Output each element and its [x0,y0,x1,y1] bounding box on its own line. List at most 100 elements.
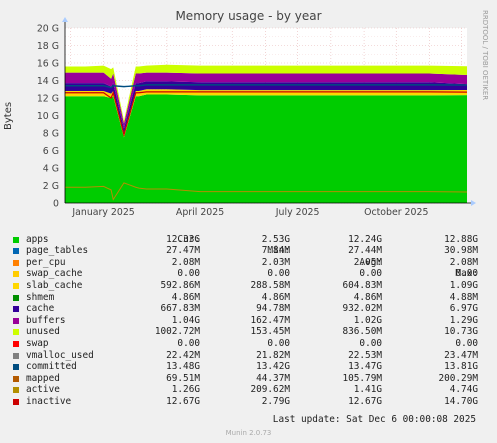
y-tick-label: 10 G [37,111,59,122]
legend-name: unused [26,326,60,338]
legend-name: buffers [26,314,66,326]
munin-version: Munin 2.0.73 [225,429,272,437]
y-tick-label: 14 G [37,76,59,87]
last-update: Last update: Sat Dec 6 00:00:08 2025 [272,414,476,425]
legend-name: slab_cache [26,279,83,291]
legend-min: 288.58M [250,279,290,291]
legend-min: 0.00 [267,268,290,280]
legend-name: shmem [26,291,55,303]
legend-avg: 12.67G [348,395,382,407]
y-tick-labels: 0 2 G 4 G 6 G 8 G 10 G 12 G 14 G 16 G 18 G 20 G [37,24,59,210]
legend-avg: 105.79M [342,372,382,384]
legend-cur: 592.86M [160,279,200,291]
legend-avg: 4.86M [353,291,382,303]
legend-name: inactive [26,395,72,407]
legend-max: 14.70G [444,395,478,407]
legend-swatch [13,259,19,266]
legend-max: 4.88M [449,291,478,303]
legend-max: 2.08M [449,256,478,268]
legend-min: 2.79G [261,395,290,407]
line-inactive [65,90,468,138]
col-avg-header: Avg: [359,256,382,268]
y-tick-label: 4 G [43,164,59,175]
legend-cur: 12.33G [166,233,200,245]
legend-row-mapped: mapped 69.51M 44.37M 105.79M 200.29M [12,373,490,385]
legend-swatch [13,398,19,405]
x-tick-labels: January 2025 April 2025 July 2025 October 2… [71,207,428,218]
col-min-header: Min: [267,245,290,257]
x-tick-label: October 2025 [364,207,428,218]
axes [62,17,476,206]
legend-max: 30.98M [444,245,478,257]
legend-max: 0.00 [455,268,478,280]
legend-max: 0.00 [455,337,478,349]
legend-name: active [26,384,60,396]
legend-swatch [13,294,19,301]
legend-min: 153.45M [250,326,290,338]
legend-max: 12.88G [444,233,478,245]
legend-avg: 22.53M [348,349,382,361]
legend-max: 10.73G [444,326,478,338]
legend-swatch [13,248,19,255]
area-unused [65,64,467,124]
legend-max: 4.74G [449,384,478,396]
legend-min: 44.37M [256,372,290,384]
legend-row-buffers: buffers 1.04G 162.47M 1.02G 1.29G [12,315,490,327]
legend-swatch [13,306,19,313]
legend-min: 4.86M [261,291,290,303]
legend-cur: 667.83M [160,303,200,315]
legend-min: 2.03M [261,256,290,268]
y-tick-label: 16 G [37,59,59,70]
legend-avg: 13.47G [348,361,382,373]
legend-max: 13.81G [444,361,478,373]
legend-name: per_cpu [26,256,66,268]
legend-row-active: active 1.26G 209.62M 1.41G 4.74G [12,384,490,396]
legend-min: 2.53G [261,233,290,245]
legend-avg: 0.00 [359,268,382,280]
legend-cur: 13.48G [166,361,200,373]
legend-max: 23.47M [444,349,478,361]
legend-cur: 22.42M [166,349,200,361]
x-tick-label: April 2025 [176,207,224,218]
legend-min: 21.82M [256,349,290,361]
legend-avg: 836.50M [342,326,382,338]
legend-avg: 12.24G [348,233,382,245]
legend-cur: 0.00 [177,268,200,280]
legend-name: page_tables [26,245,89,257]
y-tick-label: 2 G [43,181,59,192]
legend-cur: 69.51M [166,372,200,384]
legend-name: mapped [26,372,60,384]
legend-max: 1.09G [449,279,478,291]
legend-avg: 1.02G [353,314,382,326]
legend-max: 200.29M [438,372,478,384]
legend-cur: 1.04G [171,314,200,326]
legend-row-swap: swap 0.00 0.00 0.00 0.00 [12,338,490,350]
legend-avg: 604.83M [342,279,382,291]
y-tick-label: 0 [53,199,59,210]
legend-cur: 2.08M [171,256,200,268]
y-tick-label: 18 G [37,41,59,52]
legend-swatch [13,329,19,336]
legend-max: 1.29G [449,314,478,326]
y-tick-label: 8 G [43,129,59,140]
legend-row-swap-cache: swap_cache 0.00 0.00 0.00 0.00 [12,268,490,280]
legend-min: 162.47M [250,314,290,326]
x-axis-arrow [471,200,476,206]
line-committed [65,84,468,89]
legend-row-page-tables: page_tables 27.47M 7.84M 27.44M 30.98M [12,245,490,257]
legend-row-slab-cache: slab_cache 592.86M 288.58M 604.83M 1.09G [12,280,490,292]
legend-swatch [13,352,19,359]
legend-table: Cur: Min: Avg: Max: apps 12.33G 2.53G 12.24… [12,222,490,408]
line-active [65,182,468,201]
legend-swatch [13,317,19,324]
legend-min: 0.00 [267,337,290,349]
legend-min: 209.62M [250,384,290,396]
legend-avg: 932.02M [342,303,382,315]
col-cur-header: Cur: [177,233,200,245]
legend-row-cache: cache 667.83M 94.78M 932.02M 6.97G [12,303,490,315]
legend-name: cache [26,303,55,315]
x-tick-label: July 2025 [275,207,320,218]
legend-swatch [13,375,19,382]
y-tick-label: 20 G [37,24,59,35]
legend-row-unused: unused 1002.72M 153.45M 836.50M 10.73G [12,326,490,338]
